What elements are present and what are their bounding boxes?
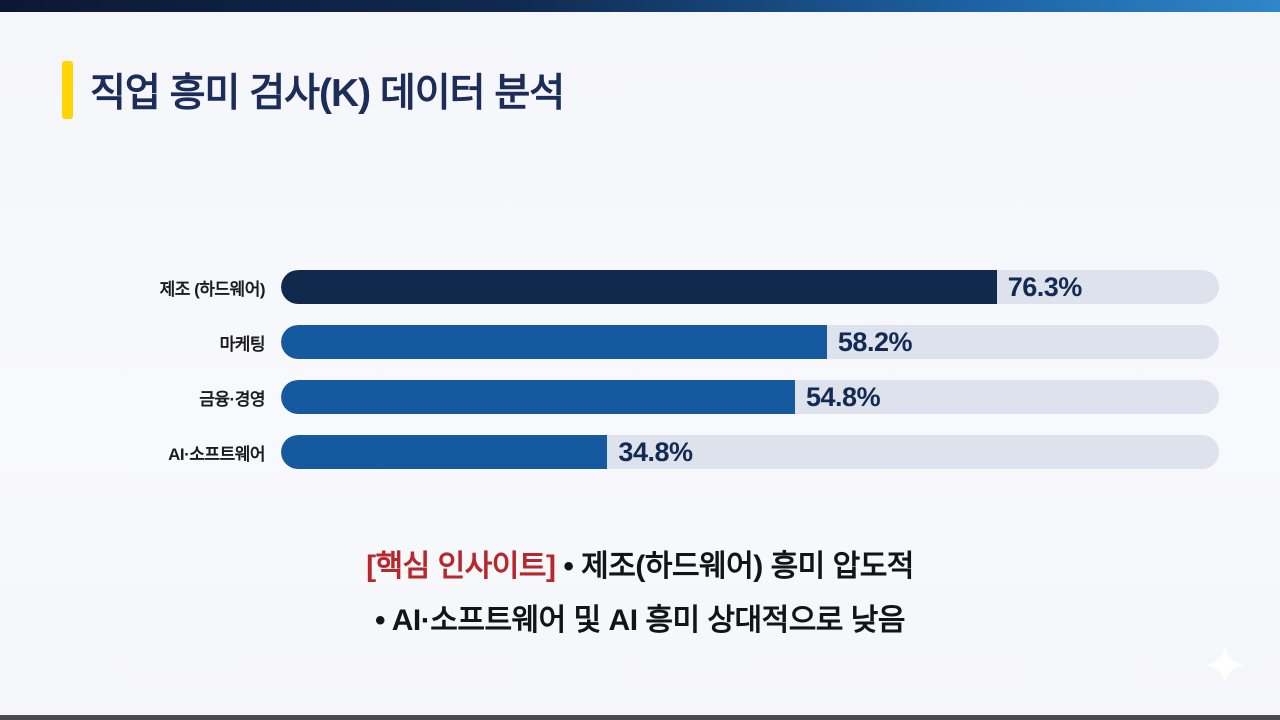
bar-category-label: 마케팅 <box>219 334 266 354</box>
bar-category-label: 금융·경영 <box>199 389 265 409</box>
top-accent-bar <box>0 0 1280 12</box>
bar-track: 58.2% <box>281 325 1219 359</box>
chart-row: 마케팅 58.2% <box>60 325 1219 359</box>
bar-track: 76.3% <box>281 270 1219 304</box>
bottom-strip <box>0 715 1280 720</box>
bar-fill <box>281 270 997 304</box>
bar-value-label: 58.2% <box>837 326 913 357</box>
page-title: 직업 흥미 검사(K) 데이터 분석 <box>90 72 565 115</box>
horizontal-bar-chart: 제조 (하드웨어) 76.3% 마케팅 58.2% 금융·경영 54.8% AI·소프트웨어… <box>60 270 1219 469</box>
bar-fill <box>281 380 796 414</box>
insight-line-1-text: • 제조(하드웨어) 흥미 압도적 <box>555 550 914 583</box>
bar-track: 54.8% <box>281 380 1219 414</box>
sparkle-icon <box>1206 646 1244 684</box>
chart-row: 제조 (하드웨어) 76.3% <box>60 270 1219 304</box>
bar-track: 34.8% <box>281 435 1219 469</box>
title-accent-bar <box>62 61 73 119</box>
bar-category-label: AI·소프트웨어 <box>168 444 265 464</box>
bar-value-label: 54.8% <box>806 381 881 412</box>
insight-highlight: [핵심 인사이트] <box>366 550 556 583</box>
insight-line-1: [핵심 인사이트] • 제조(하드웨어) 흥미 압도적 <box>0 540 1280 594</box>
bar-fill <box>281 325 827 359</box>
chart-row: 금융·경영 54.8% <box>60 380 1219 414</box>
bar-value-label: 76.3% <box>1007 271 1083 302</box>
insight-line-2: • AI·소프트웨어 및 AI 흥미 상대적으로 낮음 <box>375 604 905 637</box>
chart-row: AI·소프트웨어 34.8% <box>60 435 1219 469</box>
bar-value-label: 34.8% <box>618 436 693 467</box>
bar-fill <box>281 435 608 469</box>
insight-block: [핵심 인사이트] • 제조(하드웨어) 흥미 압도적 • AI·소프트웨어 및… <box>0 540 1280 648</box>
slide-header: 직업 흥미 검사(K) 데이터 분석 <box>62 60 565 120</box>
bar-category-label: 제조 (하드웨어) <box>159 279 266 299</box>
